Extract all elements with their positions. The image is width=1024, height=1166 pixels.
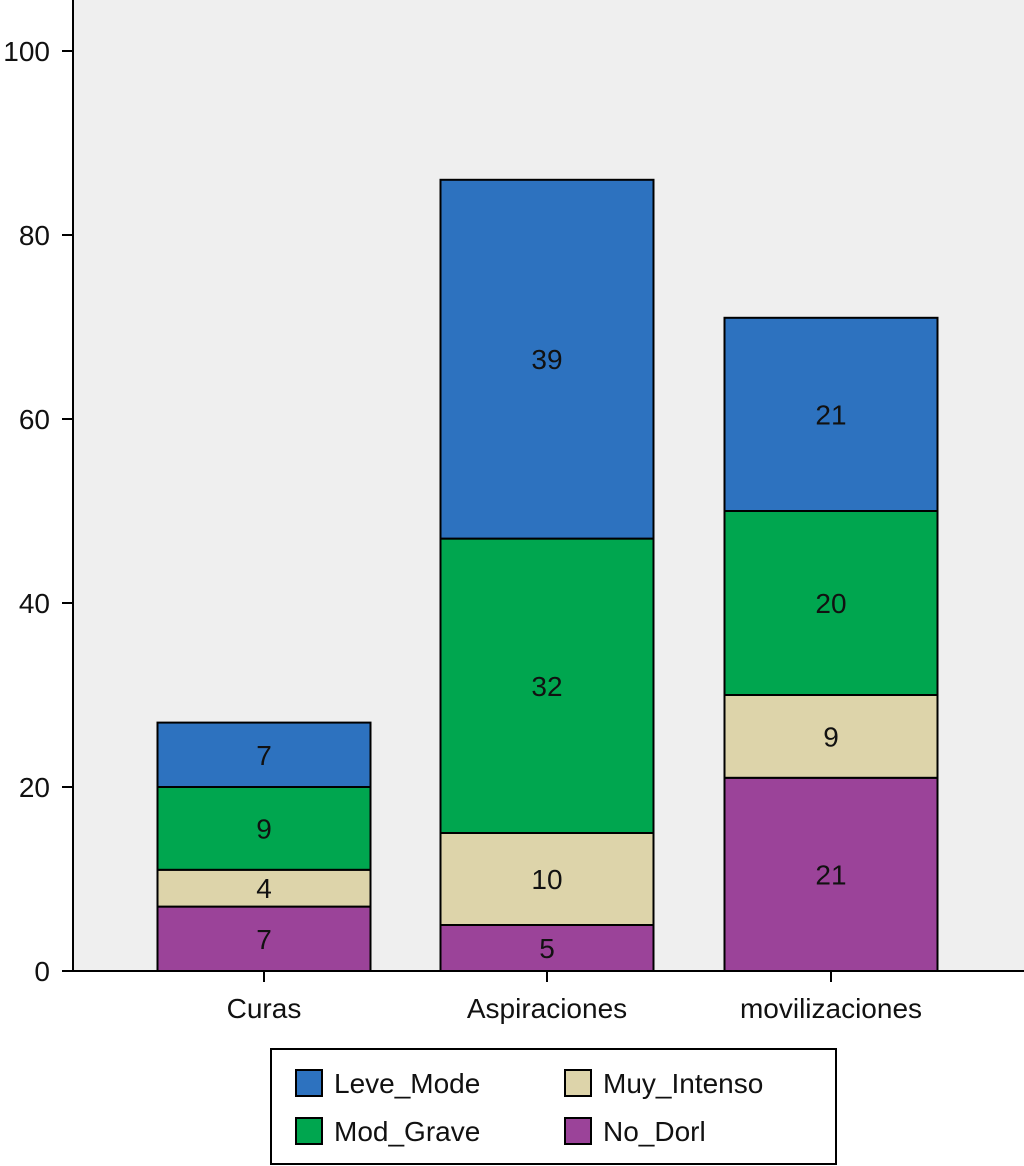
data-label-curas-leve-mode: 7 [256,740,272,771]
data-label-aspiraciones-leve-mode: 39 [531,344,562,375]
x-tick-label-curas: Curas [227,993,302,1024]
data-label-curas-muy-intenso: 4 [256,873,272,904]
legend-label-leve-mode: Leve_Mode [334,1068,480,1099]
legend-box [270,1048,837,1165]
legend-label-no-dorl: No_Dorl [603,1116,706,1147]
bar-aspiraciones-leve-mode [439,178,655,540]
bar-movilizaciones-no-dorl [723,776,939,972]
y-axis-ticks: 0 20 40 60 80 100 [3,36,73,987]
legend-swatch-no-dorl [564,1117,592,1145]
data-label-curas-mod-grave: 9 [256,813,272,844]
y-tick-label-20: 20 [19,772,50,803]
bar-aspiraciones-muy-intenso [439,832,655,926]
legend: Leve_Mode Muy_Intenso Mod_Grave No_Dorl [270,1048,837,1165]
data-label-aspiraciones-mod-grave: 32 [531,671,562,702]
legend-swatch-leve-mode [295,1069,323,1097]
x-tick-label-movilizaciones: movilizaciones [740,993,922,1024]
bars-group [156,178,939,972]
legend-swatch-mod-grave [295,1117,323,1145]
bar-movilizaciones-leve-mode [723,316,939,512]
data-label-aspiraciones-no-dorl: 5 [539,933,555,964]
bar-curas-no-dorl [156,905,372,972]
x-tick-label-aspiraciones: Aspiraciones [467,993,627,1024]
y-tick-label-40: 40 [19,588,50,619]
data-label-movilizaciones-leve-mode: 21 [815,399,846,430]
y-tick-label-60: 60 [19,404,50,435]
bar-curas-leve-mode [156,721,372,788]
data-labels-group: 7 4 9 7 5 10 32 39 21 9 20 21 [256,344,846,964]
y-tick-label-80: 80 [19,220,50,251]
y-tick-label-100: 100 [3,36,50,67]
x-axis-ticks: Curas Aspiraciones movilizaciones [227,971,922,1024]
legend-label-mod-grave: Mod_Grave [334,1116,480,1147]
data-label-aspiraciones-muy-intenso: 10 [531,864,562,895]
data-label-movilizaciones-mod-grave: 20 [815,588,846,619]
data-label-movilizaciones-no-dorl: 21 [815,859,846,890]
bar-curas-mod-grave [156,786,372,871]
legend-label-muy-intenso: Muy_Intenso [603,1068,763,1099]
y-tick-label-0: 0 [34,956,50,987]
bar-aspiraciones-mod-grave [439,537,655,834]
legend-swatch-muy-intenso [564,1069,592,1097]
data-label-curas-no-dorl: 7 [256,924,272,955]
bar-movilizaciones-mod-grave [723,510,939,696]
data-label-movilizaciones-muy-intenso: 9 [823,721,839,752]
